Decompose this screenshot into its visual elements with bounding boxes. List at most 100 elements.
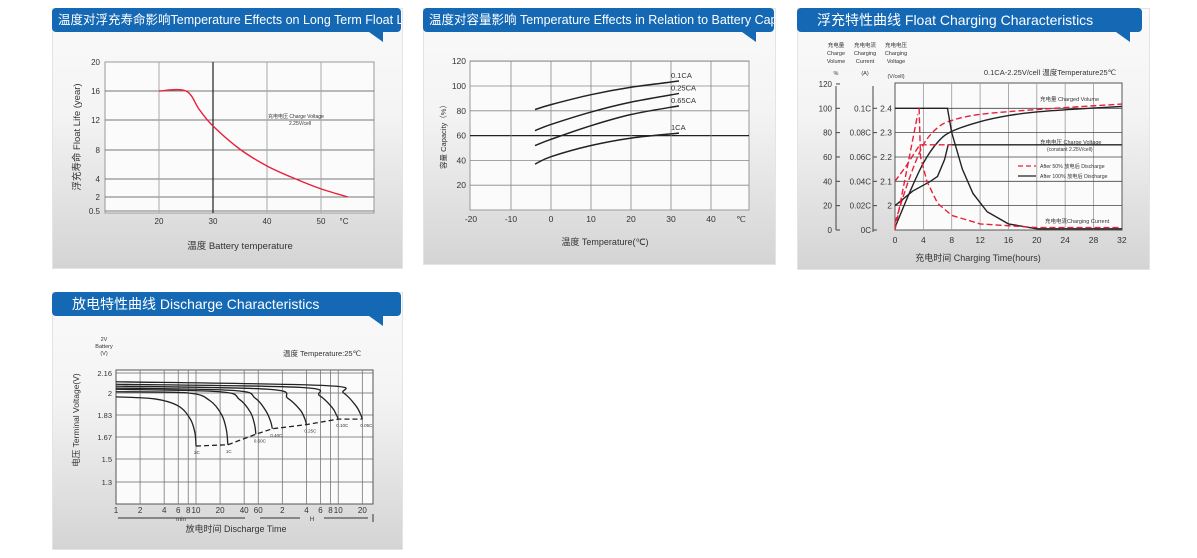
y-tick-label: 120 [452,56,466,66]
series-label: (constant 2.25V/cell) [1047,147,1093,153]
x-tick-label: 10 [334,506,343,515]
current-tick-label: 0.04C [850,177,872,186]
discharge-curve [115,396,197,447]
discharge-curve [115,391,229,445]
x-tick-label: 4 [304,506,309,515]
volume-tick-label: 60 [823,153,832,162]
y-tick-label: 40 [457,155,467,165]
axis-header: (V) [100,351,108,357]
voltage-tick-label: 2.4 [880,103,892,113]
plot-area [104,61,375,214]
y-tick-label: 60 [457,131,467,141]
series-label: 0.25C [304,429,317,434]
x-tick-label: 4 [921,235,926,245]
x-tick-label: 2 [280,506,285,515]
axis-header: 充电量 [828,41,845,49]
volume-tick-label: 40 [823,177,832,186]
x-tick-label: 40 [706,214,716,224]
title-capacity: 温度对容量影响 Temperature Effects in Relation … [423,8,774,32]
x-axis-label: 放电时间 Discharge Time [185,523,286,534]
title-tail [369,32,383,42]
y-tick-label: 8 [96,146,101,155]
x-tick-label: 20 [1032,235,1042,245]
voltage-tick-label: 2.1 [880,176,892,186]
x-tick-label: 2 [138,506,143,515]
volume-tick-label: 100 [819,104,833,113]
series-line [894,103,1122,223]
x-tick-label: 6 [318,506,323,515]
x-axis-label: 充电时间 Charging Time(hours) [915,252,1041,263]
current-tick-label: 0.06C [850,153,872,162]
axis-header: (A) [861,71,869,77]
series-line [158,88,349,198]
title-float-charging: 浮充特性曲线 Float Charging Characteristics [797,8,1142,32]
x-tick-label: 30 [666,214,676,224]
title-float-life: 温度对浮充寿命影响Temperature Effects on Long Ter… [52,8,401,32]
discharge-curve [115,381,363,420]
y-tick-label: 2 [96,193,101,202]
x-tick-label: 20 [216,506,225,515]
y-tick-label: 2.16 [97,369,112,378]
x-tick-label: 60 [254,506,263,515]
chart-subtitle: 温度 Temperature:25℃ [283,348,362,358]
axis-header: Charging [854,51,876,57]
volume-tick-label: 20 [823,202,832,211]
x-tick-label: 50 [317,217,326,226]
series-line [534,132,680,165]
x-tick-label: 8 [328,506,333,515]
y-tick-label: 12 [91,116,100,125]
series-label: 0.10C [336,423,349,428]
y-tick-label: 1.3 [102,478,112,487]
axis-header: Battery [95,344,113,350]
x-axis-label: 温度 Battery temperature [187,240,293,252]
x-tick-label: 24 [1060,235,1070,245]
x-unit-label: ℃ [736,214,746,224]
axis-header: Voltage [887,59,905,65]
series-line [534,92,680,132]
x-tick-label: 20 [155,217,164,226]
series-line [894,144,952,182]
volume-tick-label: 120 [819,80,833,89]
series-label: 0.05C [360,423,373,428]
title-tail [742,32,756,42]
axis-header: Volume [827,59,845,65]
x-tick-label: 20 [358,506,367,515]
y-tick-label: 0.5 [89,207,101,216]
annotation: 充电电压 Charge Voltage [268,113,324,120]
x-tick-label: 40 [263,217,272,226]
x-tick-label: -10 [505,214,518,224]
x-axis-label: 温度 Temperature(℃) [561,236,648,247]
x-tick-label: 1 [114,506,119,515]
x-tick-label: 10 [586,214,596,224]
axis-header: 充电电流 [854,41,877,49]
title-discharge: 放电特性曲线 Discharge Characteristics [52,292,401,316]
legend-label: After 50% 放电后 Discharge [1040,162,1105,170]
voltage-tick-label: 2.2 [880,152,892,162]
axis-header: (V/cell) [887,74,904,80]
y-tick-label: 16 [91,87,100,96]
axis-header: Charging [885,51,907,57]
end-voltage-line [195,418,363,447]
y-tick-label: 20 [91,58,100,67]
x-tick-label: 6 [176,506,181,515]
y-tick-label: 1.67 [97,433,112,442]
chart-subtitle: 0.1CA-2.25V/cell 温度Temperature25℃ [984,67,1117,77]
y-axis-label: 电压 Terminal Voltage(V) [71,373,81,467]
current-tick-label: 0.02C [850,202,872,211]
y-tick-label: 1.83 [97,411,112,420]
x-tick-label: 40 [240,506,249,515]
unit-label: H [310,517,314,523]
y-tick-label: 4 [96,175,101,184]
annotation: 2.25V/cell [289,121,311,127]
series-line [534,105,680,147]
title-tail [1116,32,1130,42]
series-line [534,80,680,111]
y-tick-label: 100 [452,81,466,91]
axis-header: Charge [827,51,845,57]
series-line [894,114,919,231]
axis-header: Current [856,59,875,65]
series-label: 2C [194,450,201,455]
title-tail [369,316,383,326]
volume-tick-label: 0 [828,226,833,235]
